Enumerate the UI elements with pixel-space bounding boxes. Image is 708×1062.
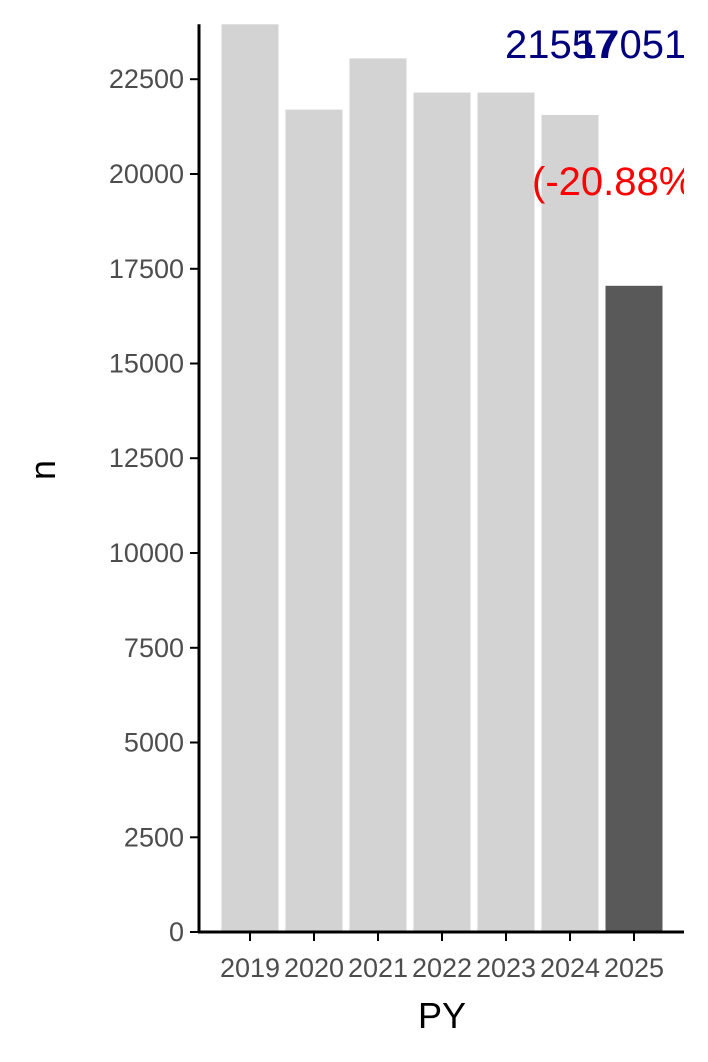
bar-2019 [221,24,279,933]
y-tick-label-12500: 12500 [109,443,184,473]
bars-group [221,24,663,933]
annotation-percent-change: (-20.88%) [532,160,708,204]
bar-2020 [285,109,343,933]
x-tick-label-2025: 2025 [604,953,664,983]
x-tick-label-2024: 2024 [540,953,600,983]
y-tick-label-15000: 15000 [109,349,184,379]
y-tick-label-17500: 17500 [109,254,184,284]
bar-2023 [477,92,535,932]
x-tick-label-2019: 2019 [220,953,280,983]
annotation-2025-value: 17051 [575,23,686,67]
y-tick-label-10000: 10000 [109,538,184,568]
y-axis-title: n [22,460,63,480]
bar-2024 [541,115,599,932]
y-tick-label-0: 0 [169,917,184,947]
y-tick-label-5000: 5000 [124,728,184,758]
x-tick-label-2023: 2023 [476,953,536,983]
x-tick-label-2022: 2022 [412,953,472,983]
y-axis: 0 2500 5000 7500 10000 12500 15000 17500 20000 22… [109,24,201,947]
y-tick-label-7500: 7500 [124,633,184,663]
bar-2025 [605,285,663,932]
x-axis: 2019 2020 2021 2022 2023 2024 2025 [198,930,684,983]
bar-2021 [349,58,407,932]
x-tick-label-2021: 2021 [348,953,408,983]
x-axis-title: PY [418,995,466,1036]
annotation-2024-value: 21557 [505,23,616,67]
bar-2022 [413,92,471,932]
x-tick-label-2020: 2020 [284,953,344,983]
y-tick-label-2500: 2500 [124,822,184,852]
y-tick-label-20000: 20000 [109,159,184,189]
annotations-group: 21557 17051 (-20.88%) [505,23,708,204]
y-tick-label-22500: 22500 [109,64,184,94]
